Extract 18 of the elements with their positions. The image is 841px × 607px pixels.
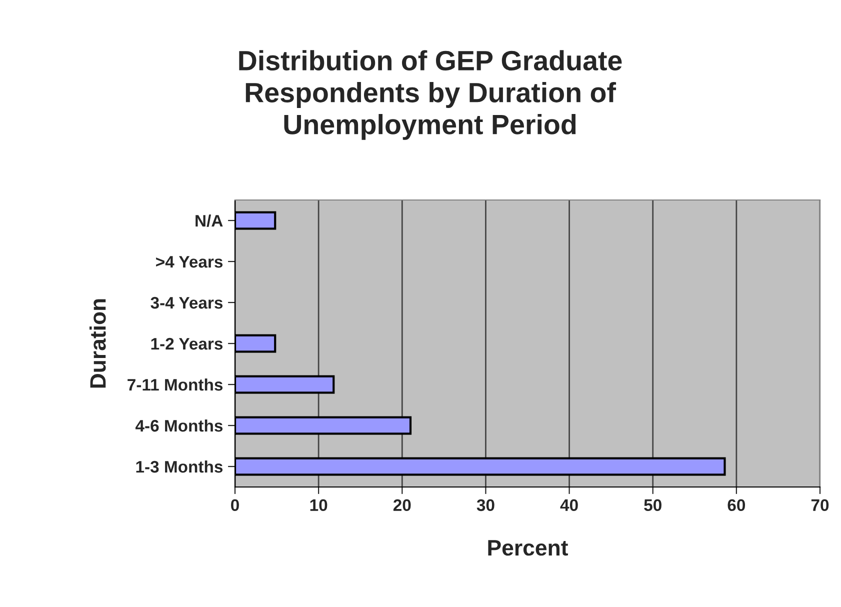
y-axis-title: Duration xyxy=(90,299,106,388)
chart-title: Distribution of GEP Graduate Respondents by Duration of Unemployment Period xyxy=(239,50,622,140)
x-tick-label: 0 xyxy=(231,499,239,512)
y-tick-label: 4-6 Months xyxy=(135,419,223,432)
x-tick-label: 30 xyxy=(476,499,494,512)
x-tick-label: 40 xyxy=(560,499,578,512)
x-axis-title: Percent xyxy=(488,540,568,556)
x-tick-label: 70 xyxy=(811,499,829,512)
x-tick-label: 10 xyxy=(310,499,328,512)
y-tick-label: N/A xyxy=(196,214,223,227)
y-tick-label: 1-2 Years xyxy=(151,338,223,350)
y-tick-label: 3-4 Years xyxy=(150,296,223,309)
x-tick-label: 60 xyxy=(728,499,746,512)
y-tick-label: >4 Years xyxy=(156,256,223,268)
x-tick-label: 50 xyxy=(644,499,662,512)
y-tick-label: 1-3 Months xyxy=(136,460,223,473)
x-tick-label: 20 xyxy=(393,499,411,512)
y-tick-label: 7-11 Months xyxy=(128,378,223,391)
